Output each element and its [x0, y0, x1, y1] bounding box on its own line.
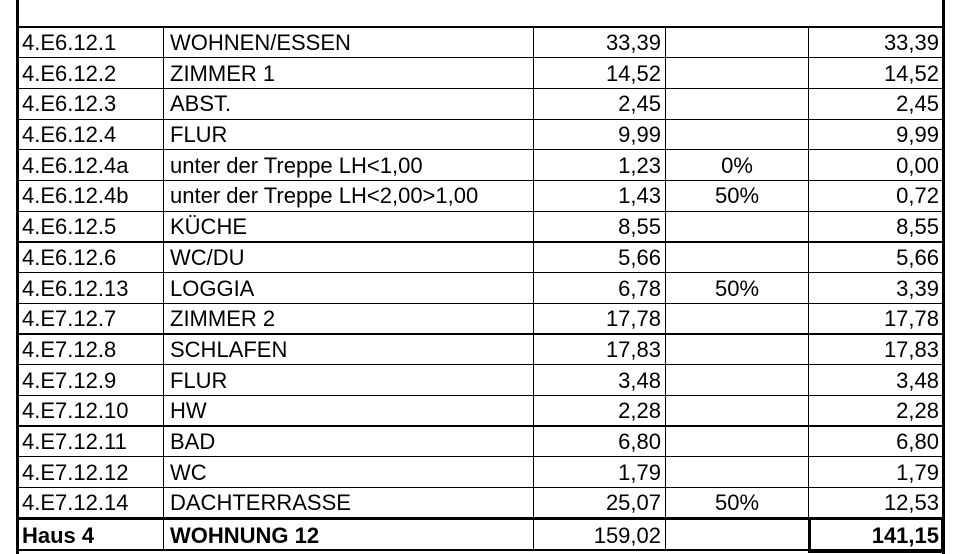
id-cell: Haus 4 — [22, 523, 95, 549]
row-line — [17, 118, 944, 120]
net-cell: 1,79 — [896, 459, 939, 485]
row-line — [17, 210, 944, 212]
net-cell: 17,83 — [883, 336, 939, 362]
net-cell: 2,28 — [896, 398, 939, 424]
name-cell: KÜCHE — [170, 214, 248, 240]
area-cell: 25,07 — [605, 490, 661, 516]
net-cell: 12,53 — [883, 490, 939, 516]
net-cell: 33,39 — [883, 30, 939, 55]
id-cell: 4.E6.12.5 — [22, 214, 117, 240]
name-cell: SCHLAFEN — [170, 336, 288, 362]
name-cell: FLUR — [170, 122, 228, 148]
column-line — [163, 27, 165, 551]
row-line — [17, 425, 944, 427]
id-cell: 4.E7.12.9 — [22, 367, 117, 393]
name-cell: unter der Treppe LH<1,00 — [170, 152, 423, 178]
row-line — [17, 26, 944, 28]
net-cell: 17,78 — [883, 306, 939, 332]
row-line — [17, 87, 944, 90]
id-cell: 4.E6.12.3 — [22, 91, 117, 117]
row-line — [17, 57, 944, 59]
name-cell: WC — [170, 459, 207, 485]
id-cell: 4.E6.12.6 — [22, 244, 117, 270]
name-cell: ZIMMER 2 — [170, 306, 276, 332]
row-line — [17, 272, 944, 274]
name-cell: FLUR — [170, 367, 228, 393]
net-cell: 14,52 — [883, 60, 939, 86]
column-line — [665, 27, 667, 551]
area-cell: 6,78 — [618, 275, 661, 301]
frame-left — [16, 0, 19, 554]
row-line — [17, 486, 944, 489]
area-cell: 8,55 — [618, 214, 661, 240]
frame-right — [942, 0, 945, 554]
name-cell: DACHTERRASSE — [170, 490, 351, 516]
net-cell: 3,48 — [896, 367, 939, 393]
factor-cell: 50% — [714, 490, 760, 516]
net-cell: 5,66 — [896, 244, 939, 270]
row-line — [17, 149, 944, 151]
id-cell: 4.E7.12.8 — [22, 336, 117, 362]
area-cell: 33,39 — [605, 30, 661, 55]
factor-cell: 0% — [721, 152, 753, 178]
area-cell: 17,78 — [605, 306, 661, 332]
net-cell: 9,99 — [896, 122, 939, 148]
bottom-line — [17, 549, 944, 552]
id-cell: 4.E6.12.4b — [22, 183, 129, 209]
row-line — [17, 394, 944, 396]
id-cell: 4.E6.12.13 — [22, 275, 129, 301]
name-cell: ZIMMER 1 — [170, 60, 276, 86]
area-cell: 17,83 — [605, 336, 661, 362]
id-cell: 4.E7.12.7 — [22, 306, 117, 332]
total-line — [17, 517, 944, 521]
name-cell: unter der Treppe LH<2,00>1,00 — [170, 183, 479, 209]
net-cell: 2,45 — [896, 91, 939, 117]
id-cell: 4.E7.12.11 — [22, 428, 127, 454]
id-cell: 4.E6.12.4a — [22, 152, 129, 178]
area-cell: 3,48 — [618, 367, 661, 393]
row-line — [17, 364, 944, 366]
row-line — [17, 333, 944, 335]
row-line — [17, 456, 944, 458]
total-box — [808, 517, 944, 554]
area-cell: 1,43 — [618, 183, 661, 209]
area-cell: 14,52 — [605, 60, 661, 86]
id-cell: 4.E7.12.12 — [22, 459, 129, 485]
name-cell: WOHNEN/ESSEN — [170, 30, 351, 55]
factor-cell: 50% — [714, 183, 760, 209]
name-cell: LOGGIA — [170, 275, 255, 301]
name-cell: BAD — [170, 428, 216, 454]
area-cell: 159,02 — [593, 523, 661, 549]
id-cell: 4.E7.12.14 — [22, 490, 129, 516]
column-line — [808, 27, 810, 551]
name-cell: WOHNUNG 12 — [170, 523, 320, 549]
name-cell: HW — [170, 398, 207, 424]
id-cell: 4.E6.12.4 — [22, 122, 117, 148]
column-line — [533, 27, 535, 551]
id-cell: 4.E6.12.1 — [22, 30, 117, 55]
area-cell: 1,23 — [618, 152, 661, 178]
row-line — [17, 302, 944, 304]
area-cell: 1,79 — [618, 459, 661, 485]
area-cell: 5,66 — [618, 244, 661, 270]
row-line — [17, 241, 944, 243]
area-cell: 2,45 — [618, 91, 661, 117]
id-cell: 4.E7.12.10 — [22, 398, 129, 424]
net-cell: 3,39 — [896, 275, 939, 301]
id-cell: 4.E6.12.2 — [22, 60, 117, 86]
area-cell: 9,99 — [618, 122, 661, 148]
name-cell: WC/DU — [170, 244, 245, 270]
net-cell: 6,80 — [896, 428, 939, 454]
net-cell: 141,15 — [871, 523, 939, 549]
net-cell: 8,55 — [896, 214, 939, 240]
factor-cell: 50% — [714, 275, 760, 301]
name-cell: ABST. — [170, 91, 232, 117]
area-cell: 2,28 — [618, 398, 661, 424]
net-cell: 0,00 — [896, 152, 939, 178]
row-line — [17, 179, 944, 182]
net-cell: 0,72 — [896, 183, 939, 209]
area-cell: 6,80 — [618, 428, 661, 454]
